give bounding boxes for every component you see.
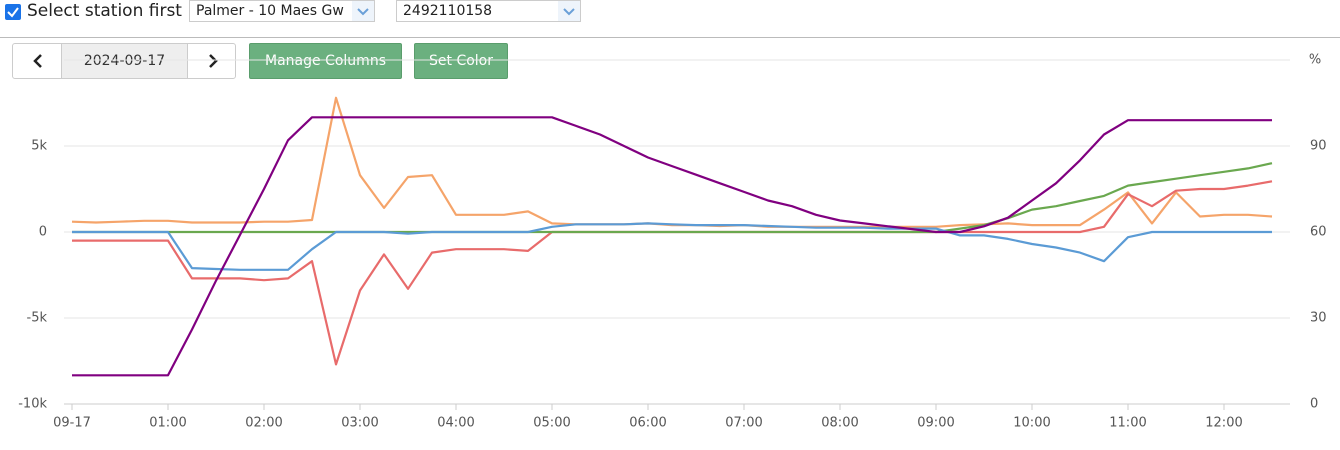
checkbox[interactable] bbox=[5, 4, 21, 20]
toolbar: Select station first Palmer - 10 Maes Gw… bbox=[0, 0, 1340, 38]
x-tick-label: 09:00 bbox=[917, 416, 954, 431]
x-tick-label: 03:00 bbox=[341, 416, 378, 431]
x-tick-label: 10:00 bbox=[1013, 416, 1050, 431]
x-tick-label: 06:00 bbox=[629, 416, 666, 431]
series-line bbox=[72, 222, 1272, 271]
manage-columns-button[interactable]: Manage Columns bbox=[249, 43, 402, 79]
x-tick-label: 01:00 bbox=[149, 416, 186, 431]
x-tick-label: 09-17 bbox=[53, 416, 91, 431]
y2-tick-label: 0 bbox=[1310, 397, 1318, 412]
x-tick-label: 04:00 bbox=[437, 416, 474, 431]
x-tick-label: 02:00 bbox=[245, 416, 282, 431]
series-line bbox=[72, 116, 1272, 377]
date-field[interactable]: 2024-09-17 bbox=[61, 43, 188, 79]
x-tick-label: 12:00 bbox=[1205, 416, 1242, 431]
y2-tick-label: 90 bbox=[1310, 139, 1327, 154]
y-tick-label: -5k bbox=[27, 311, 48, 326]
next-button[interactable] bbox=[187, 43, 236, 79]
device-text: 2492110158 bbox=[403, 3, 493, 19]
series-line bbox=[71, 96, 1273, 228]
x-tick-label: 05:00 bbox=[533, 416, 570, 431]
x-tick-label: 08:00 bbox=[821, 416, 858, 431]
device-select[interactable]: 2492110158 bbox=[396, 0, 581, 22]
series-line bbox=[72, 162, 1273, 234]
y2-tick-label: 60 bbox=[1310, 225, 1327, 240]
y2-tick-label: 30 bbox=[1310, 311, 1327, 326]
y-tick-label: -10k bbox=[18, 397, 47, 412]
y-tick-label: 0 bbox=[39, 225, 47, 240]
station-select[interactable]: Palmer - 10 Maes Gw bbox=[189, 0, 375, 22]
series-line bbox=[72, 180, 1273, 366]
checkbox-label: Select station first bbox=[27, 1, 182, 21]
x-tick-label: 11:00 bbox=[1109, 416, 1146, 431]
y-tick-label: 5k bbox=[31, 139, 47, 154]
y2-axis-label: % bbox=[1309, 53, 1321, 68]
x-tick-label: 07:00 bbox=[725, 416, 762, 431]
station-text: Palmer - 10 Maes Gw bbox=[196, 3, 344, 19]
set-color-button[interactable]: Set Color bbox=[414, 43, 508, 79]
